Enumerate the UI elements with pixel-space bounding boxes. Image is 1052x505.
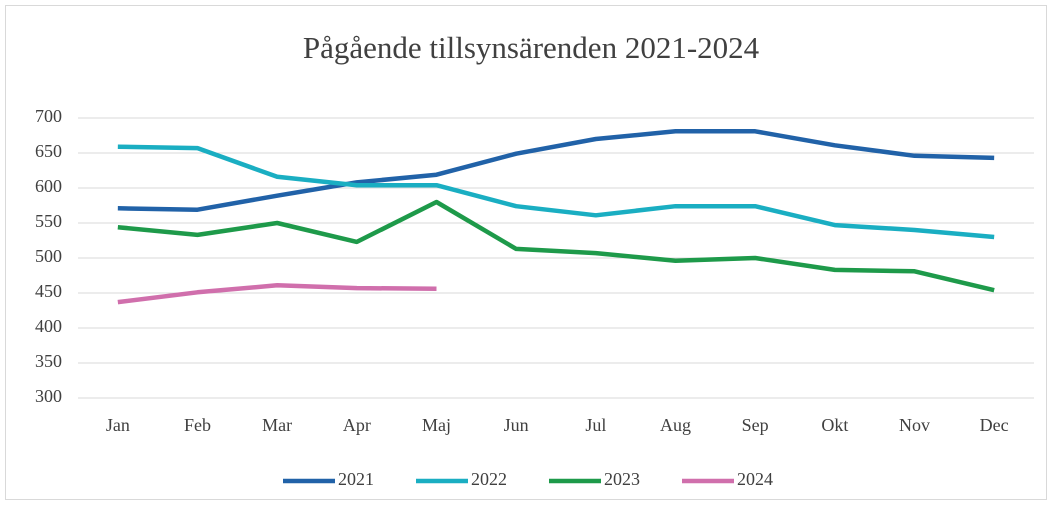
x-tick-label: Apr	[343, 415, 371, 435]
x-tick-label: Mar	[262, 415, 292, 435]
legend-label: 2023	[604, 469, 640, 489]
x-tick-label: Aug	[660, 415, 691, 435]
line-series	[117, 144, 995, 240]
x-tick-label: Dec	[980, 415, 1009, 435]
y-tick-label: 350	[35, 351, 62, 371]
y-tick-label: 450	[35, 281, 62, 301]
y-tick-label: 500	[35, 246, 62, 266]
y-tick-label: 700	[35, 106, 62, 126]
y-tick-label: 550	[35, 211, 62, 231]
line-series	[117, 283, 437, 305]
x-tick-label: Feb	[184, 415, 211, 435]
legend-label: 2022	[471, 469, 507, 489]
y-tick-label: 400	[35, 316, 62, 336]
line-series	[117, 199, 995, 293]
x-tick-label: Sep	[742, 415, 769, 435]
line-series	[117, 129, 995, 212]
chart-frame	[5, 5, 1047, 500]
x-tick-label: Maj	[422, 415, 451, 435]
x-tick-label: Jun	[504, 415, 529, 435]
x-tick-label: Okt	[821, 415, 848, 435]
legend-label: 2021	[338, 469, 374, 489]
x-tick-label: Nov	[899, 415, 930, 435]
legend-label: 2024	[737, 469, 773, 489]
y-tick-label: 300	[35, 386, 62, 406]
x-tick-label: Jul	[585, 415, 606, 435]
chart-title: Pågående tillsynsärenden 2021-2024	[303, 30, 760, 65]
y-tick-label: 600	[35, 176, 62, 196]
x-tick-label: Jan	[106, 415, 130, 435]
y-tick-label: 650	[35, 141, 62, 161]
